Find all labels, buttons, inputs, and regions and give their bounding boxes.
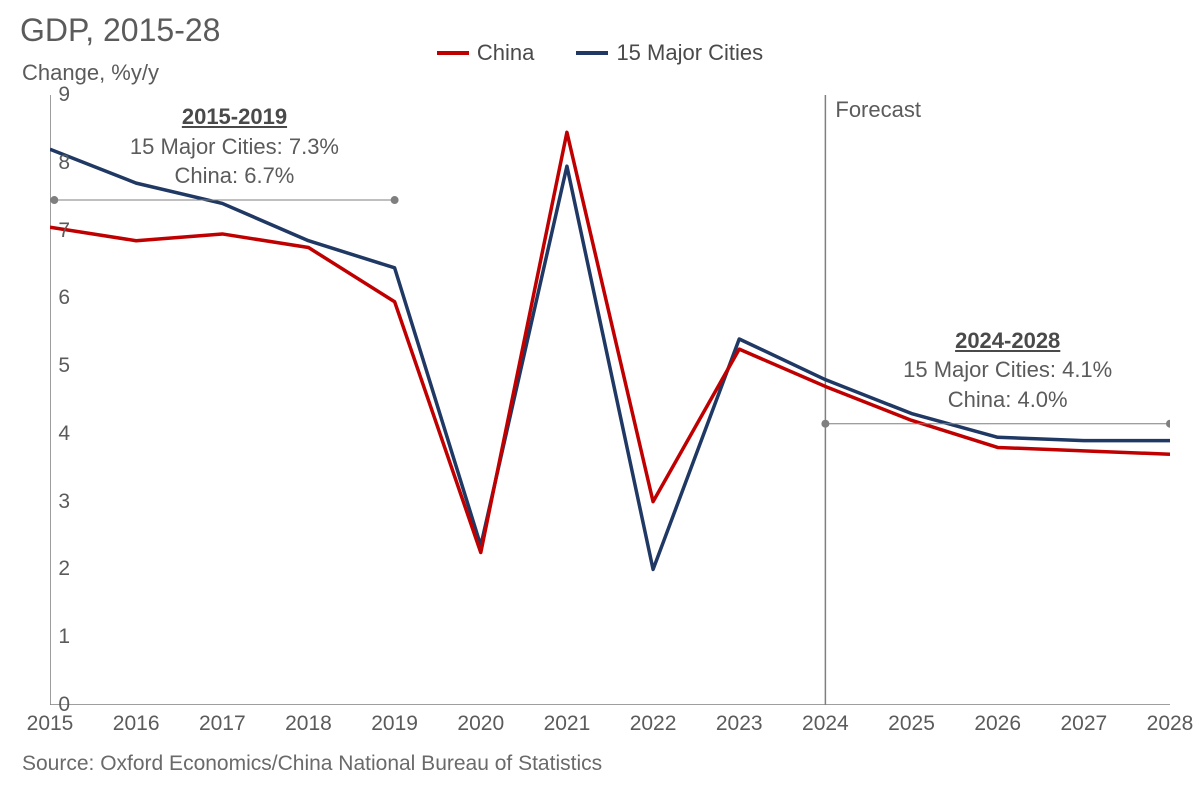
- x-tick-label: 2024: [802, 712, 849, 736]
- annotation-left-line1: 15 Major Cities: 7.3%: [104, 132, 364, 162]
- x-tick-label: 2018: [285, 712, 332, 736]
- chart-container: GDP, 2015-28 Change, %y/y China 15 Major…: [0, 0, 1200, 790]
- annotation-2024-2028: 2024-2028 15 Major Cities: 4.1% China: 4…: [878, 326, 1138, 415]
- y-tick-label: 4: [30, 422, 70, 446]
- annotation-right-line2: China: 4.0%: [878, 385, 1138, 415]
- y-tick-label: 2: [30, 557, 70, 581]
- y-tick-label: 6: [30, 286, 70, 310]
- legend-swatch-cities: [576, 51, 608, 55]
- x-tick-label: 2026: [974, 712, 1021, 736]
- legend-item-cities: 15 Major Cities: [576, 40, 763, 66]
- forecast-label: Forecast: [835, 97, 921, 123]
- x-tick-label: 2016: [113, 712, 160, 736]
- x-tick-label: 2015: [27, 712, 74, 736]
- legend-swatch-china: [437, 51, 469, 55]
- y-tick-label: 9: [30, 83, 70, 107]
- x-tick-label: 2020: [457, 712, 504, 736]
- y-tick-label: 1: [30, 625, 70, 649]
- legend-item-china: China: [437, 40, 534, 66]
- x-tick-label: 2022: [630, 712, 677, 736]
- x-tick-label: 2028: [1147, 712, 1194, 736]
- source-text: Source: Oxford Economics/China National …: [22, 752, 602, 776]
- legend: China 15 Major Cities: [0, 35, 1200, 66]
- y-tick-label: 7: [30, 219, 70, 243]
- x-tick-label: 2021: [544, 712, 591, 736]
- annotation-right-header: 2024-2028: [878, 326, 1138, 356]
- x-tick-label: 2027: [1060, 712, 1107, 736]
- legend-label-cities: 15 Major Cities: [616, 40, 763, 66]
- annotation-2015-2019: 2015-2019 15 Major Cities: 7.3% China: 6…: [104, 102, 364, 191]
- annotation-left-header: 2015-2019: [104, 102, 364, 132]
- y-tick-label: 8: [30, 151, 70, 175]
- x-tick-label: 2017: [199, 712, 246, 736]
- annotation-right-line1: 15 Major Cities: 4.1%: [878, 355, 1138, 385]
- x-tick-label: 2025: [888, 712, 935, 736]
- x-tick-label: 2019: [371, 712, 418, 736]
- annotation-left-line2: China: 6.7%: [104, 161, 364, 191]
- x-tick-label: 2023: [716, 712, 763, 736]
- legend-label-china: China: [477, 40, 534, 66]
- y-tick-label: 5: [30, 354, 70, 378]
- y-tick-label: 3: [30, 490, 70, 514]
